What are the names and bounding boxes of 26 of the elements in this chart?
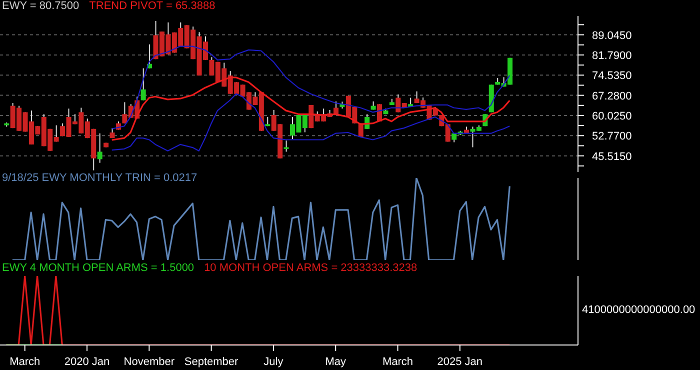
y-tick-label: 67.2800 bbox=[592, 90, 632, 102]
y-tick-label: 89.0450 bbox=[592, 30, 632, 42]
y-tick-label: 45.5150 bbox=[592, 150, 632, 163]
text: TREND PIVOT = 65.3888 bbox=[89, 0, 216, 12]
candlestick bbox=[284, 140, 289, 152]
y-tick-label: 81.7900 bbox=[592, 50, 632, 62]
x-tick-label: July bbox=[264, 356, 284, 368]
line-series bbox=[111, 76, 510, 141]
text: EWY 4 MONTH OPEN ARMS = 1.5000 bbox=[2, 262, 194, 274]
x-tick-label: November bbox=[124, 356, 175, 368]
candlestick bbox=[97, 132, 102, 164]
series-label: 9/18/25 EWY MONTHLY TRIN = 0.0217 bbox=[2, 172, 198, 184]
chart-title: EWY = 80.7500 bbox=[2, 0, 80, 12]
x-tick-label: 2025 Jan bbox=[437, 356, 483, 368]
line-series bbox=[111, 93, 510, 152]
text: 10 MONTH OPEN ARMS = 23333333.3238 bbox=[204, 262, 418, 274]
x-tick-label: March bbox=[10, 356, 40, 368]
x-tick-label: March bbox=[382, 356, 414, 368]
y-tick-label: 60.0250 bbox=[592, 110, 632, 122]
candlestick bbox=[140, 68, 146, 101]
y-tick-label: 74.5350 bbox=[592, 70, 632, 82]
x-tick-label: May bbox=[325, 356, 347, 368]
text: 4100000000000000.00 bbox=[582, 304, 696, 316]
y-tick-label: 52.7700 bbox=[592, 130, 632, 143]
x-tick-label: September bbox=[184, 356, 239, 368]
x-tick-label: 2020 Jan bbox=[64, 356, 110, 368]
